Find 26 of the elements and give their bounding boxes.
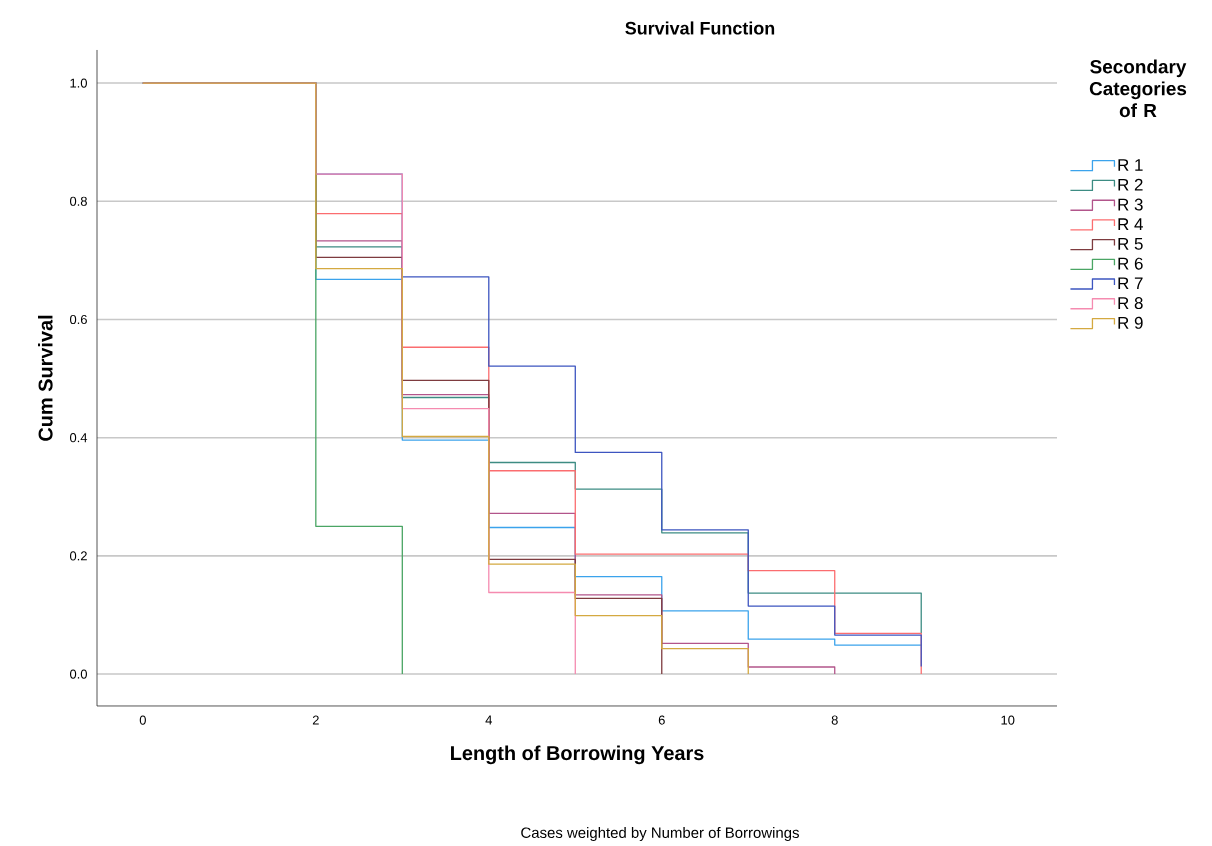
- x-tick-label: 8: [831, 715, 838, 725]
- y-tick-label: 0.2: [69, 551, 87, 561]
- x-tick-label: 0: [139, 715, 146, 725]
- y-tick-label: 0.6: [69, 314, 87, 325]
- legend-title: Secondary Categories of R: [1089, 59, 1187, 118]
- legend-label: R 3: [1118, 198, 1143, 211]
- x-tick-label: 10: [1001, 715, 1015, 725]
- legend-label: R 5: [1118, 238, 1143, 250]
- x-axis-title: Length of Borrowing Years: [451, 745, 704, 765]
- legend-label: R 6: [1118, 257, 1143, 270]
- y-tick-label: 0.0: [69, 669, 87, 679]
- legend-label: R 4: [1118, 218, 1143, 231]
- legend-label: R 1: [1118, 159, 1143, 171]
- y-tick-label: 0.4: [69, 433, 88, 443]
- legend-label: R 2: [1118, 178, 1143, 191]
- x-tick-label: 4: [485, 715, 493, 725]
- legend-label: R 7: [1118, 277, 1143, 290]
- y-tick-label: 1.0: [70, 78, 87, 88]
- x-tick-label: 2: [312, 715, 319, 725]
- y-axis-title: Cum Survival: [38, 315, 53, 441]
- legend-label: R 9: [1118, 316, 1143, 329]
- y-tick-label: 0.8: [69, 196, 87, 206]
- legend-label: R 8: [1118, 297, 1143, 310]
- text: Cases weighted by Number of Borrowings: [521, 827, 799, 841]
- chart-title: Survival Function: [625, 21, 775, 35]
- x-tick-label: 6: [658, 715, 665, 725]
